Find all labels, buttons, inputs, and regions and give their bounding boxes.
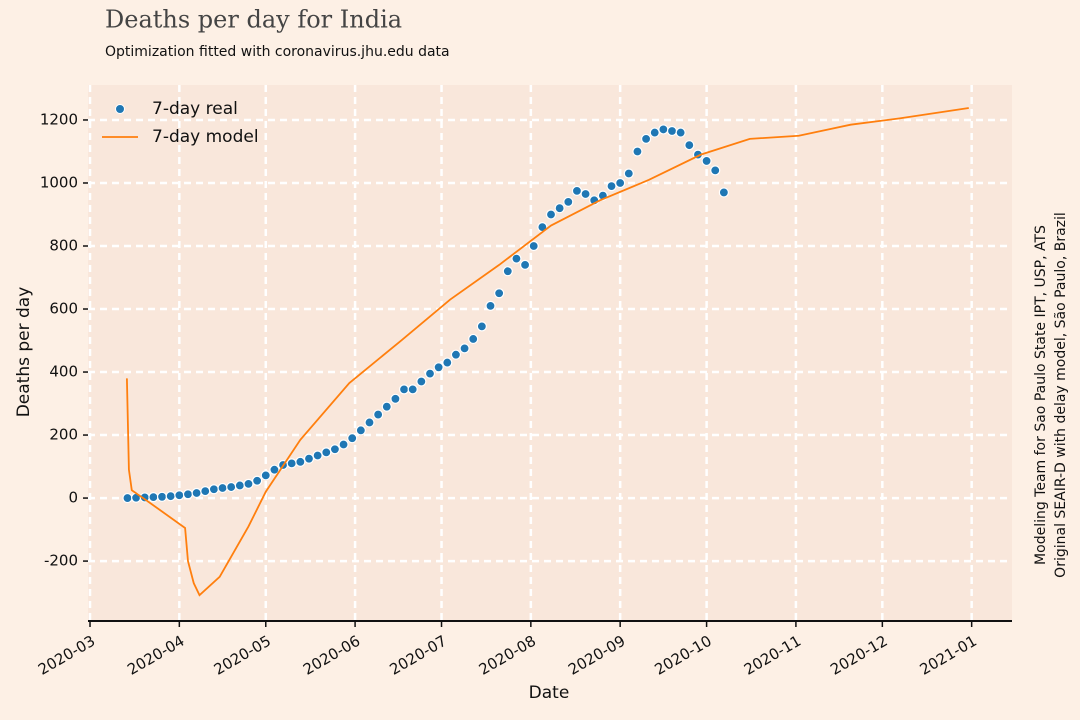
y-tick-label: 0 bbox=[68, 489, 78, 507]
data-point bbox=[623, 168, 634, 179]
y-tick-label: -200 bbox=[44, 552, 78, 570]
data-point bbox=[381, 401, 392, 412]
data-point bbox=[563, 196, 574, 207]
data-point bbox=[347, 433, 358, 444]
y-tick-label: 1000 bbox=[40, 173, 78, 191]
data-point bbox=[615, 177, 626, 189]
data-point bbox=[208, 484, 220, 495]
data-point bbox=[718, 187, 729, 198]
data-point bbox=[373, 409, 384, 420]
x-tick-label: 2020-11 bbox=[741, 632, 804, 679]
data-point bbox=[554, 203, 565, 214]
data-point bbox=[459, 343, 470, 354]
y-tick-label: 800 bbox=[49, 237, 78, 255]
data-point bbox=[390, 393, 401, 404]
x-tick-label: 2020-06 bbox=[300, 632, 363, 679]
legend-label: 7-day real bbox=[152, 99, 238, 119]
data-point bbox=[295, 456, 306, 467]
data-point bbox=[191, 487, 202, 499]
chart-subtitle: Optimization fitted with coronavirus.jhu… bbox=[105, 44, 450, 60]
x-tick-label: 2020-12 bbox=[827, 632, 890, 679]
data-point bbox=[156, 491, 168, 502]
data-point bbox=[494, 288, 505, 299]
data-point bbox=[355, 425, 366, 436]
x-tick-label: 2020-05 bbox=[211, 632, 274, 679]
y-tick-label: 200 bbox=[49, 426, 78, 444]
data-point bbox=[684, 140, 695, 151]
chart-title: Deaths per day for India bbox=[105, 6, 402, 34]
data-point bbox=[476, 321, 487, 332]
data-point bbox=[528, 240, 539, 252]
data-point bbox=[649, 127, 660, 138]
data-point bbox=[485, 300, 496, 311]
data-point bbox=[312, 450, 323, 461]
data-point bbox=[666, 125, 678, 137]
data-point bbox=[545, 209, 557, 220]
x-tick-label: 2020-08 bbox=[476, 632, 539, 679]
x-axis-label: Date bbox=[529, 683, 570, 703]
data-point bbox=[338, 439, 349, 450]
x-tick-label: 2020-03 bbox=[35, 632, 98, 679]
x-tick-label: 2020-07 bbox=[386, 632, 449, 679]
data-point bbox=[433, 362, 444, 373]
y-tick-label: 400 bbox=[49, 363, 78, 381]
data-point bbox=[260, 470, 271, 481]
legend-label: 7-day model bbox=[152, 127, 259, 147]
x-tick-label: 2020-04 bbox=[124, 632, 187, 679]
y-tick-label: 1200 bbox=[40, 110, 78, 128]
data-point bbox=[165, 491, 176, 502]
data-point bbox=[148, 492, 159, 503]
data-point bbox=[580, 188, 591, 200]
data-point bbox=[502, 266, 513, 277]
x-tick-label: 2020-09 bbox=[565, 632, 628, 679]
data-point bbox=[182, 489, 194, 500]
data-point bbox=[321, 447, 332, 458]
x-tick-label: 2021-01 bbox=[917, 632, 980, 679]
data-point bbox=[364, 417, 375, 428]
data-point bbox=[243, 478, 254, 489]
data-point bbox=[571, 185, 583, 196]
y-tick-label: 600 bbox=[49, 300, 78, 318]
data-point bbox=[226, 481, 237, 493]
data-point bbox=[329, 444, 341, 455]
data-point bbox=[303, 453, 315, 464]
legend-marker bbox=[115, 104, 125, 114]
model-line bbox=[125, 107, 969, 597]
data-point bbox=[286, 458, 297, 469]
data-point bbox=[468, 333, 479, 345]
data-point bbox=[450, 349, 462, 360]
data-point bbox=[511, 253, 522, 264]
data-point bbox=[252, 475, 263, 486]
y-axis-label: Deaths per day bbox=[14, 287, 34, 418]
data-point bbox=[632, 146, 643, 157]
data-point bbox=[416, 376, 427, 387]
data-point bbox=[217, 482, 228, 494]
data-point bbox=[200, 486, 211, 497]
data-point bbox=[519, 259, 531, 271]
data-point bbox=[398, 384, 410, 395]
x-tick-label: 2020-10 bbox=[652, 632, 715, 679]
plot-area bbox=[88, 85, 1012, 620]
data-point bbox=[442, 357, 453, 368]
data-point bbox=[407, 384, 418, 395]
data-point bbox=[606, 181, 617, 192]
data-point bbox=[710, 165, 721, 176]
data-point bbox=[174, 490, 185, 501]
data-point bbox=[701, 155, 712, 167]
side-note: Modeling Team for Sao Paulo State IPT, U… bbox=[1033, 225, 1049, 565]
data-point bbox=[658, 124, 669, 135]
data-point bbox=[234, 480, 245, 491]
data-point bbox=[675, 127, 686, 138]
data-point bbox=[640, 133, 652, 144]
side-note: Original SEAIR-D with delay model, São P… bbox=[1053, 212, 1069, 578]
data-point bbox=[424, 368, 436, 379]
data-point bbox=[122, 492, 133, 504]
data-point bbox=[269, 464, 280, 475]
